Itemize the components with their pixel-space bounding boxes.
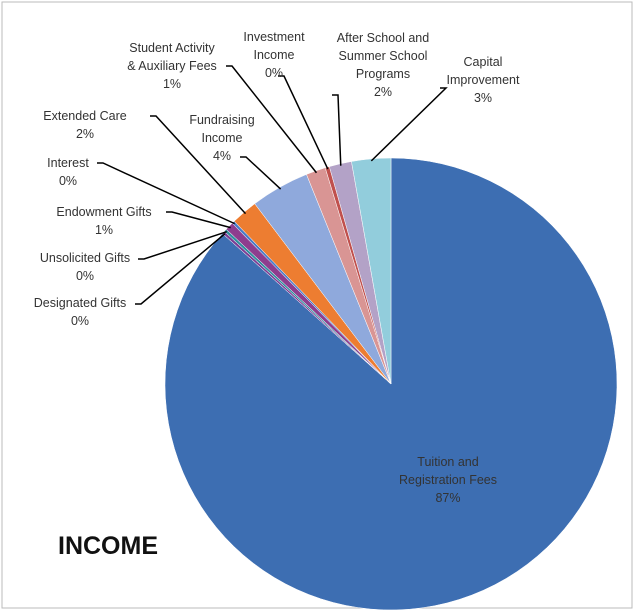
slice-label: Tuition and Registration Fees 87% xyxy=(348,453,548,507)
category-label: Capital Improvement xyxy=(446,55,520,87)
slice-label: Fundraising Income 4% xyxy=(122,111,322,165)
category-label: Designated Gifts xyxy=(33,296,127,310)
slice-label: Endowment Gifts 1% xyxy=(4,203,204,239)
value-label: 0% xyxy=(264,66,284,80)
category-label: After School and Summer School Programs xyxy=(336,31,430,81)
value-label: 3% xyxy=(473,91,493,105)
category-label: Student Activity & Auxiliary Fees xyxy=(127,41,217,73)
category-label: Investment Income xyxy=(243,30,305,62)
slice-label: Interest 0% xyxy=(0,154,168,190)
value-label: 0% xyxy=(70,314,90,328)
leader-line xyxy=(138,230,227,260)
category-label: Fundraising Income xyxy=(189,113,255,145)
leader-line xyxy=(370,87,448,162)
leader-line xyxy=(97,162,235,225)
slice-label: Designated Gifts 0% xyxy=(0,294,180,330)
category-label: Endowment Gifts xyxy=(56,205,152,219)
value-label: 1% xyxy=(94,223,114,237)
chart-title: INCOME xyxy=(58,532,158,560)
leader-line xyxy=(135,233,226,305)
leader-line xyxy=(240,156,282,190)
category-label: Interest xyxy=(47,156,89,170)
category-label: Extended Care xyxy=(43,109,127,123)
value-label: 1% xyxy=(162,77,182,91)
pie-slice xyxy=(351,157,392,385)
value-label: 2% xyxy=(373,85,393,99)
slice-label: Extended Care 2% xyxy=(0,107,185,143)
category-label: Unsolicited Gifts xyxy=(39,251,131,265)
slice-label: Investment Income 0% xyxy=(174,28,374,82)
slice-label: Unsolicited Gifts 0% xyxy=(0,249,185,285)
value-label: 87% xyxy=(435,491,461,505)
leader-line xyxy=(332,94,342,166)
leader-line xyxy=(226,65,318,174)
value-label: 2% xyxy=(75,127,95,141)
leader-line xyxy=(278,75,329,170)
value-label: 4% xyxy=(212,149,232,163)
value-label: 0% xyxy=(58,174,78,188)
slice-label: After School and Summer School Programs 2… xyxy=(283,29,483,101)
leader-line xyxy=(150,115,247,215)
slice-label: Capital Improvement 3% xyxy=(383,53,583,107)
category-label: Tuition and Registration Fees xyxy=(399,455,497,487)
slice-label: Student Activity & Auxiliary Fees 1% xyxy=(72,39,272,93)
value-label: 0% xyxy=(75,269,95,283)
leader-line xyxy=(166,211,231,229)
